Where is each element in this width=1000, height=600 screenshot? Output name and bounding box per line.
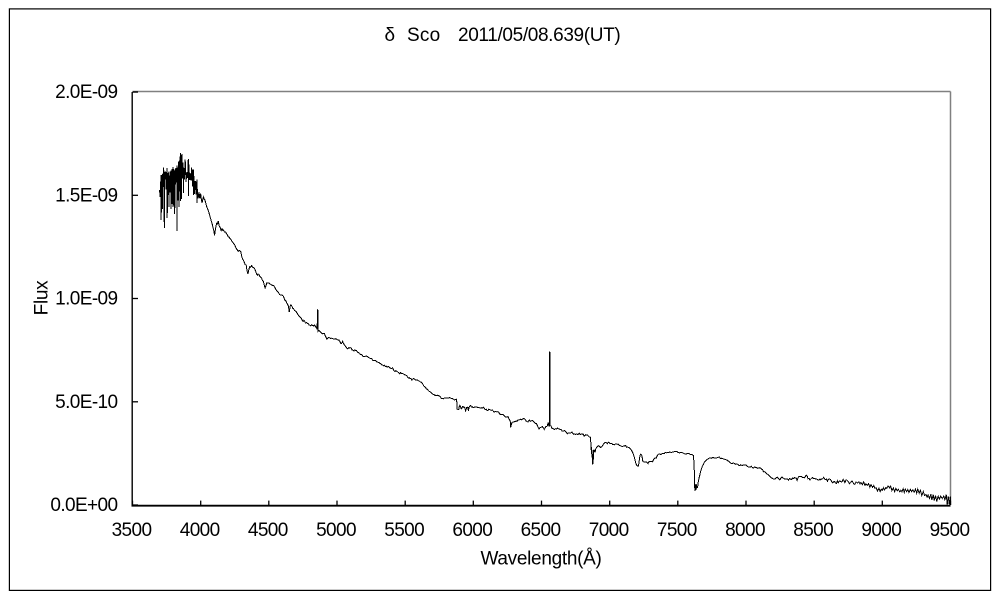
svg-text:7000: 7000 [589,520,629,541]
svg-text:7500: 7500 [657,520,697,541]
svg-text:δ: δ [385,25,396,46]
svg-text:4000: 4000 [180,520,220,541]
svg-text:5000: 5000 [316,520,356,541]
svg-text:6000: 6000 [452,520,492,541]
svg-text:2011/05/08.639(UT): 2011/05/08.639(UT) [458,25,620,46]
svg-text:Sco: Sco [407,25,440,46]
svg-text:Wavelength(Å): Wavelength(Å) [480,549,601,570]
svg-text:Flux: Flux [32,280,53,315]
svg-text:6500: 6500 [521,520,561,541]
svg-text:1.5E-09: 1.5E-09 [55,185,117,206]
svg-text:9500: 9500 [930,520,970,541]
svg-text:3500: 3500 [112,520,152,541]
svg-text:8000: 8000 [725,520,765,541]
svg-text:2.0E-09: 2.0E-09 [55,82,117,103]
svg-text:9000: 9000 [861,520,901,541]
svg-text:5500: 5500 [384,520,424,541]
svg-text:5.0E-10: 5.0E-10 [55,392,117,413]
svg-text:4500: 4500 [248,520,288,541]
svg-text:8500: 8500 [793,520,833,541]
svg-text:1.0E-09: 1.0E-09 [55,289,117,310]
svg-text:0.0E+00: 0.0E+00 [50,495,117,516]
